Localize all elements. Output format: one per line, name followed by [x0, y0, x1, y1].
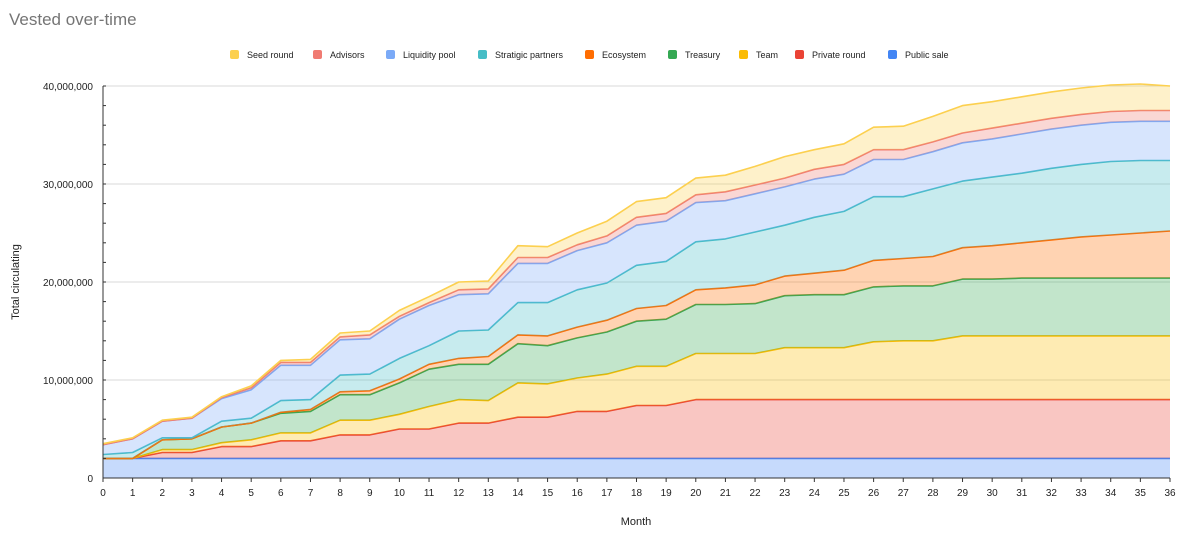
legend-swatch — [478, 50, 487, 59]
legend-item-liquidity-pool[interactable]: Liquidity pool — [386, 50, 456, 60]
area-stratigic-partners[interactable] — [103, 160, 1170, 459]
legend-swatch — [668, 50, 677, 59]
x-tick-label: 29 — [957, 488, 969, 499]
line-team — [103, 335, 1170, 460]
legend-item-private-round[interactable]: Private round — [795, 50, 866, 60]
legend-item-treasury[interactable]: Treasury — [668, 50, 721, 60]
x-tick-label: 21 — [720, 488, 732, 499]
y-tick-label: 0 — [87, 474, 93, 485]
x-tick-label: 0 — [100, 488, 106, 499]
x-tick-label: 5 — [248, 488, 254, 499]
x-tick-label: 34 — [1105, 488, 1117, 499]
legend-swatch — [888, 50, 897, 59]
y-tick-label: 40,000,000 — [43, 82, 93, 93]
line-advisors — [102, 109, 1170, 446]
x-axis-title: Month — [621, 516, 652, 528]
legend-label: Public sale — [905, 50, 949, 60]
area-liquidity-pool[interactable] — [103, 121, 1170, 455]
legend: Seed round Advisors Liquidity pool Stratigi… — [230, 50, 949, 60]
x-tick-label: 28 — [927, 488, 939, 499]
legend-label: Ecosystem — [602, 50, 646, 60]
legend-swatch — [739, 50, 748, 59]
legend-label: Liquidity pool — [403, 50, 456, 60]
area-ecosystem[interactable] — [103, 231, 1170, 459]
x-tick-label: 13 — [483, 488, 495, 499]
line-treasury — [103, 277, 1170, 460]
grid-lines — [103, 85, 1170, 381]
x-tick-label: 17 — [601, 488, 613, 499]
line-private-round — [103, 398, 1170, 460]
legend-item-advisors[interactable]: Advisors — [313, 50, 365, 60]
y-tick-label: 10,000,000 — [43, 376, 93, 387]
legend-swatch — [386, 50, 395, 59]
x-tick-label: 18 — [631, 488, 643, 499]
x-tick-label: 22 — [749, 488, 761, 499]
x-tick-label: 19 — [661, 488, 673, 499]
legend-label: Treasury — [685, 50, 721, 60]
legend-label: Advisors — [330, 50, 365, 60]
legend-item-team[interactable]: Team — [739, 50, 778, 60]
area-public-sale[interactable] — [103, 458, 1170, 478]
line-ecosystem — [103, 230, 1171, 460]
y-tick-label: 30,000,000 — [43, 180, 93, 191]
legend-swatch — [230, 50, 239, 59]
area-private-round[interactable] — [103, 399, 1170, 459]
line-seed-round — [102, 83, 1171, 445]
axes — [102, 85, 1171, 482]
x-tick-label: 33 — [1076, 488, 1088, 499]
area-treasury[interactable] — [103, 278, 1170, 459]
x-tick-label: 7 — [308, 488, 314, 499]
x-tick-label: 26 — [868, 488, 880, 499]
legend-item-stratigic-partners[interactable]: Stratigic partners — [478, 50, 564, 60]
x-tick-label: 15 — [542, 488, 554, 499]
legend-item-public-sale[interactable]: Public sale — [888, 50, 949, 60]
x-tick-label: 4 — [219, 488, 225, 499]
x-tick-label: 6 — [278, 488, 284, 499]
x-tick-label: 35 — [1135, 488, 1147, 499]
area-series — [102, 83, 1171, 478]
x-tick-label: 27 — [898, 488, 910, 499]
x-tick-label: 9 — [367, 488, 373, 499]
x-tick-label: 8 — [337, 488, 343, 499]
chart-title: Vested over-time — [9, 10, 137, 29]
x-tick-label: 14 — [512, 488, 524, 499]
x-tick-label: 24 — [809, 488, 821, 499]
x-tick-label: 32 — [1046, 488, 1058, 499]
line-stratigic-partners — [102, 159, 1170, 456]
x-tick-label: 2 — [159, 488, 165, 499]
y-tick-label: 20,000,000 — [43, 278, 93, 289]
legend-label: Private round — [812, 50, 866, 60]
legend-label: Stratigic partners — [495, 50, 564, 60]
legend-label: Seed round — [247, 50, 294, 60]
x-tick-label: 23 — [779, 488, 791, 499]
legend-swatch — [795, 50, 804, 59]
y-axis-title: Total circulating — [10, 244, 22, 320]
y-tick-labels: 0 10,000,000 20,000,000 30,000,000 40,000,00… — [43, 82, 94, 485]
legend-item-ecosystem[interactable]: Ecosystem — [585, 50, 646, 60]
x-tick-label: 25 — [838, 488, 850, 499]
legend-label: Team — [756, 50, 778, 60]
x-tick-label: 3 — [189, 488, 195, 499]
x-tick-label: 1 — [130, 488, 136, 499]
x-tick-label: 16 — [572, 488, 584, 499]
x-tick-label: 20 — [690, 488, 702, 499]
x-tick-label: 10 — [394, 488, 406, 499]
area-team[interactable] — [103, 335, 1170, 459]
x-tick-label: 36 — [1164, 488, 1176, 499]
line-liquidity-pool — [102, 120, 1170, 446]
x-tick-label: 12 — [453, 488, 465, 499]
legend-item-seed-round[interactable]: Seed round — [230, 50, 294, 60]
x-tick-label: 31 — [1016, 488, 1028, 499]
legend-swatch — [313, 50, 322, 59]
x-tick-label: 11 — [424, 488, 435, 499]
legend-swatch — [585, 50, 594, 59]
x-tick-labels: 0 1 2 3 4 5 6 7 8 9 10 11 12 13 14 15 16 17 18 19 20 21 22 23 24… — [100, 488, 1176, 499]
x-tick-label: 30 — [987, 488, 999, 499]
